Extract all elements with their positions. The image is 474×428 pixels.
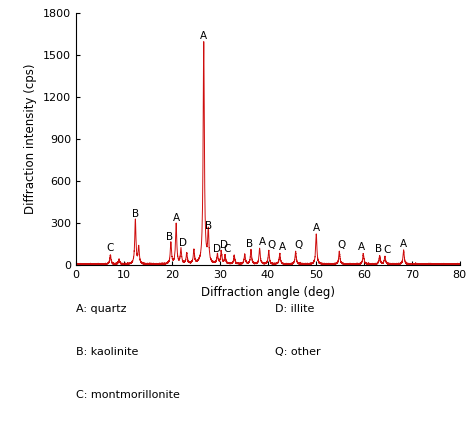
Text: A: A — [258, 238, 265, 247]
Text: Q: Q — [294, 240, 302, 250]
Text: B: B — [166, 232, 173, 242]
Text: D: D — [219, 240, 228, 250]
Text: C: montmorillonite: C: montmorillonite — [76, 390, 180, 400]
Text: B: B — [205, 221, 212, 231]
X-axis label: Diffraction angle (deg): Diffraction angle (deg) — [201, 286, 335, 299]
Text: B: B — [246, 239, 254, 249]
Text: Q: other: Q: other — [275, 347, 320, 357]
Text: C: C — [383, 245, 391, 255]
Text: A: A — [200, 31, 207, 41]
Text: B: B — [374, 244, 382, 254]
Text: A: A — [279, 242, 286, 253]
Text: D: D — [213, 244, 221, 254]
Text: C: C — [107, 243, 114, 253]
Y-axis label: Diffraction intensity (cps): Diffraction intensity (cps) — [24, 64, 37, 214]
Text: B: B — [132, 208, 139, 219]
Text: A: A — [313, 223, 320, 233]
Text: A: A — [358, 242, 365, 253]
Text: A: A — [400, 239, 407, 249]
Text: Q: Q — [337, 240, 346, 250]
Text: D: illite: D: illite — [275, 304, 314, 315]
Text: D: D — [179, 238, 187, 248]
Text: Q: Q — [267, 240, 275, 250]
Text: A: A — [173, 213, 180, 223]
Text: B: kaolinite: B: kaolinite — [76, 347, 138, 357]
Text: A: quartz: A: quartz — [76, 304, 127, 315]
Text: C: C — [224, 244, 231, 254]
